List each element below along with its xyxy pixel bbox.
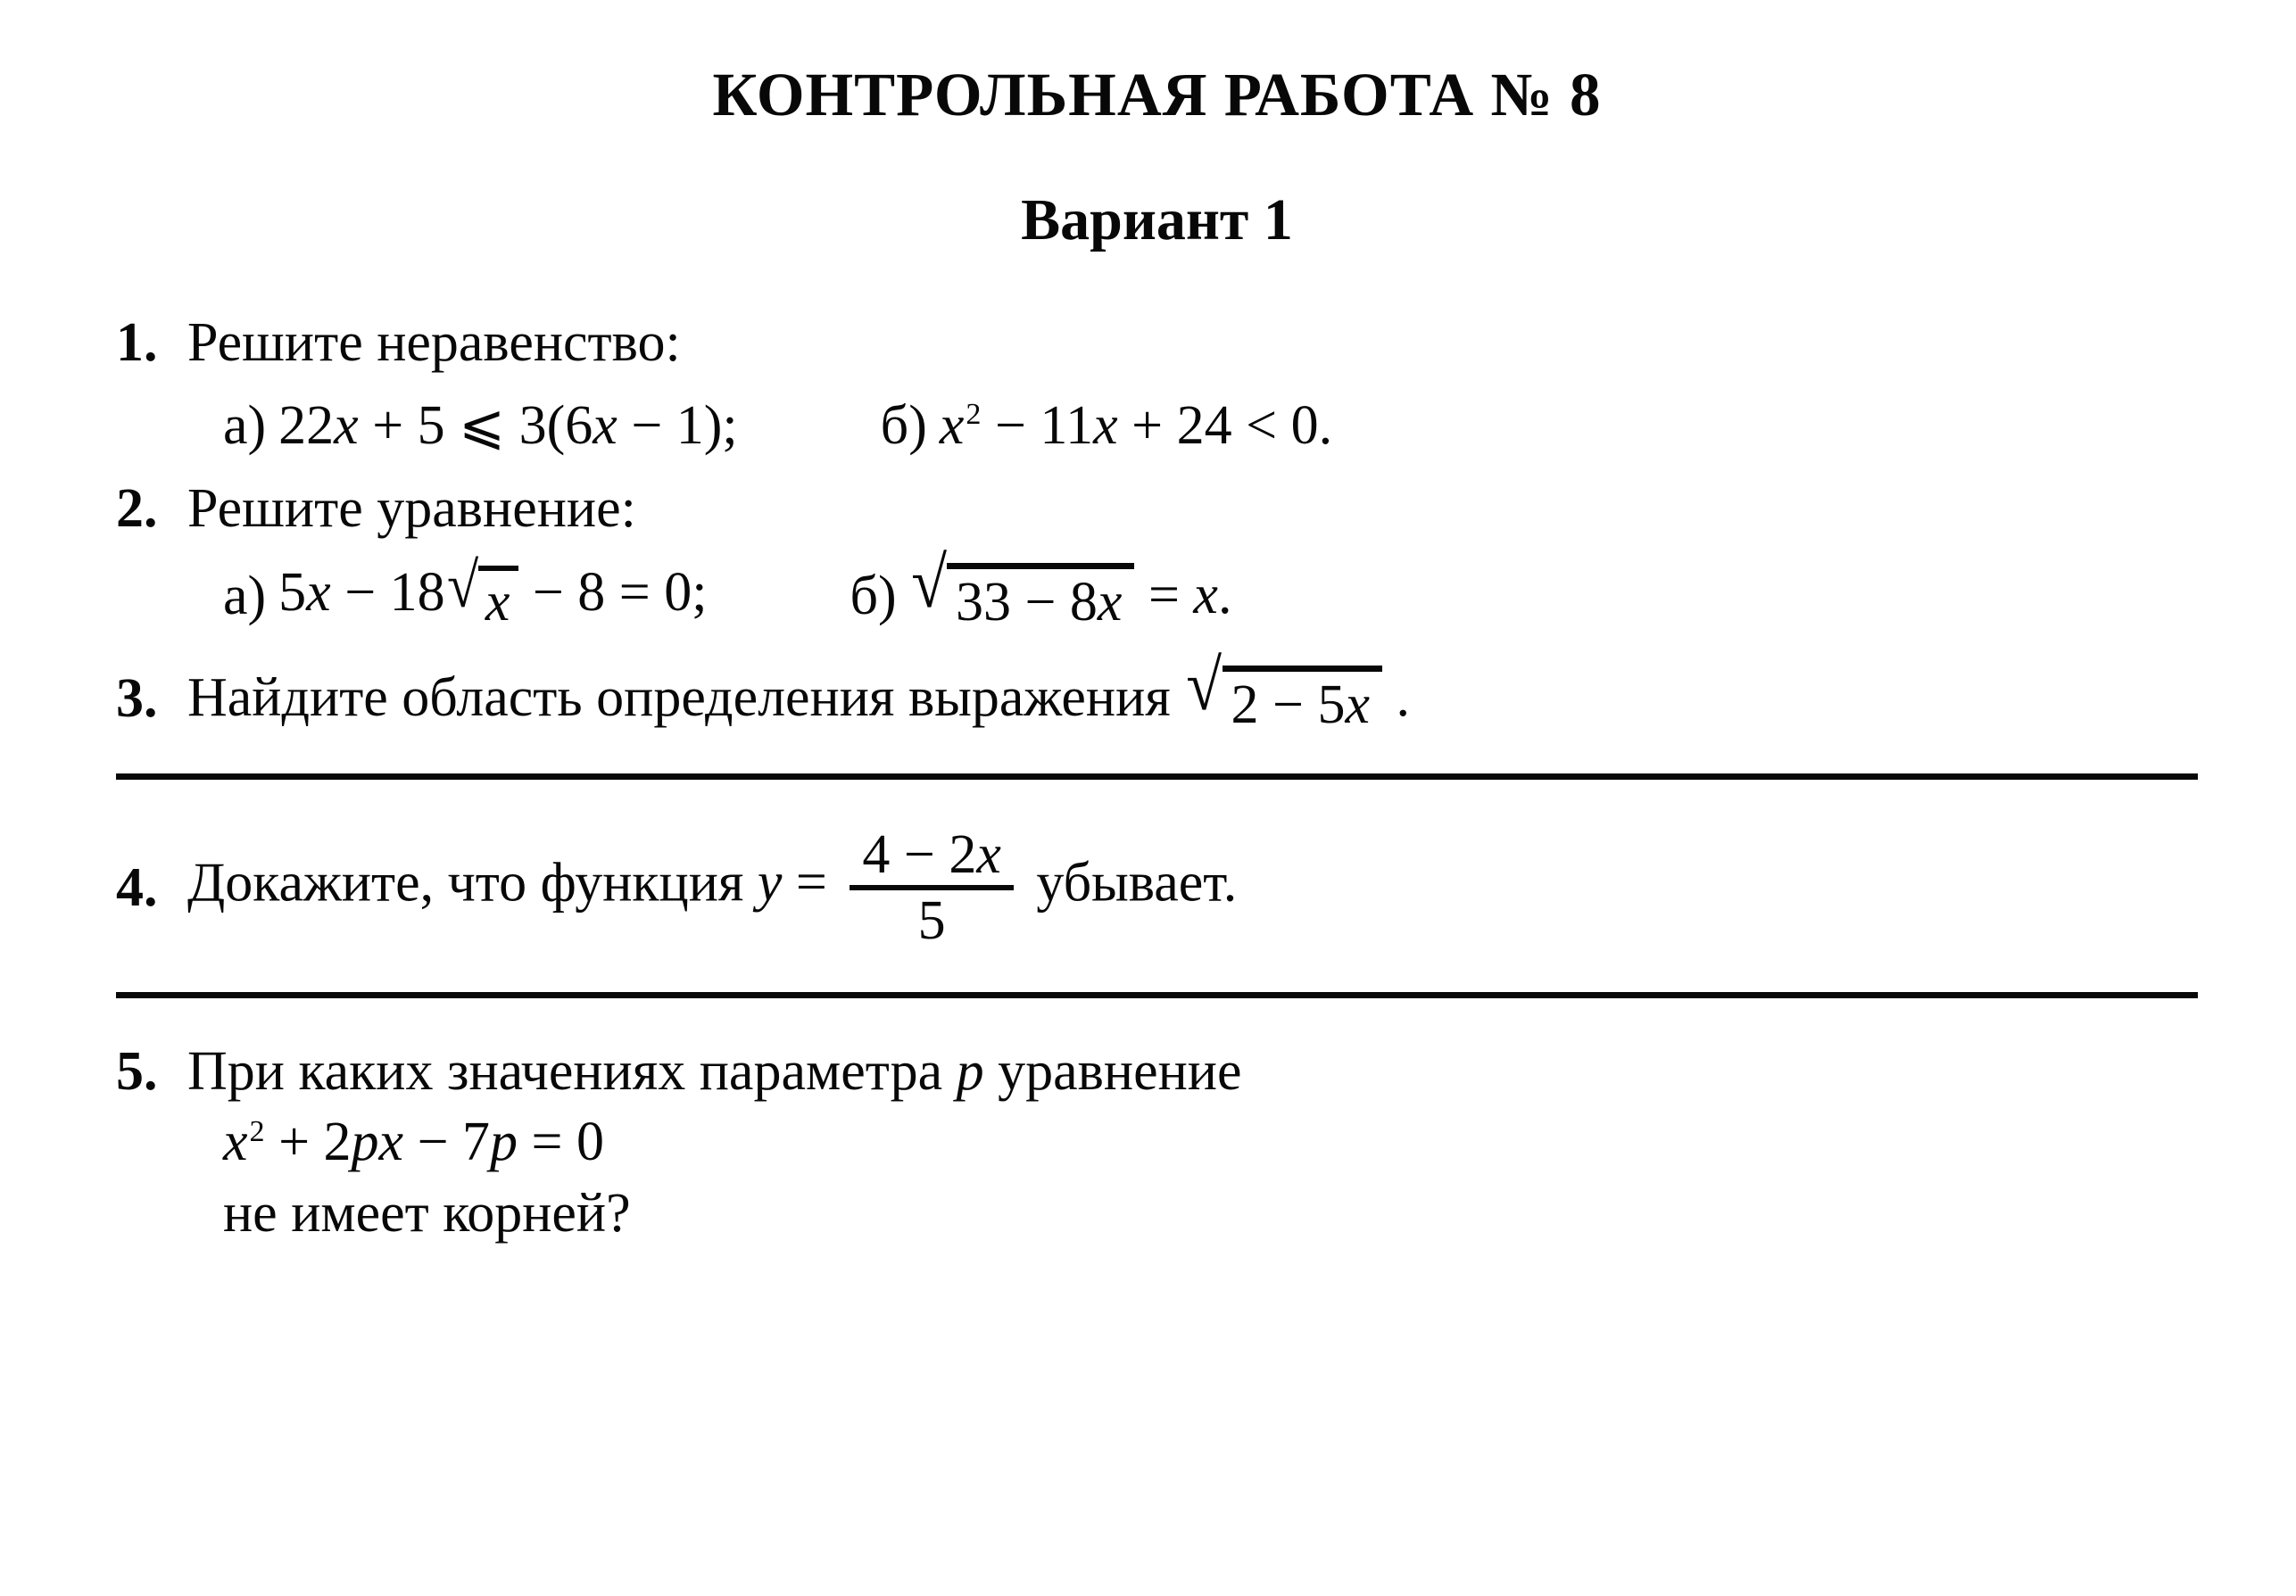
- problem-1b: б) x2 − 11x + 24 < 0.: [881, 397, 1332, 455]
- math-var: x: [1346, 674, 1371, 735]
- subpart-label: б): [881, 397, 927, 455]
- math-var: x: [976, 824, 1001, 885]
- math-token: 4 − 2: [862, 824, 976, 885]
- math-token: 5: [850, 890, 1014, 951]
- stem-text: Докажите, что функция: [187, 852, 758, 913]
- math-token: 5: [418, 395, 460, 456]
- math-token: .: [1397, 667, 1411, 728]
- subpart-label: а): [223, 397, 266, 455]
- math-var: p: [490, 1112, 518, 1172]
- problem-number: 3.: [116, 670, 187, 728]
- math-var: y: [758, 852, 783, 913]
- math-token: − 18: [331, 562, 445, 623]
- math-token: + 2: [265, 1112, 352, 1172]
- problem-2b: б) √33 − 8x = x.: [850, 563, 1232, 630]
- problem-5-tail: не имеет корней?: [223, 1185, 2198, 1243]
- math-token: 33 − 8: [956, 572, 1098, 633]
- math-var: x: [379, 1112, 404, 1172]
- divider: [116, 773, 2198, 780]
- math-token: − 8 = 0;: [518, 562, 707, 623]
- subpart-label: а): [223, 567, 266, 625]
- subpart-label: б): [850, 567, 897, 625]
- math-var: x: [1098, 572, 1123, 633]
- problem-stem: Решите неравенство:: [187, 314, 681, 372]
- math-expr: √33 − 8x = x.: [909, 563, 1232, 630]
- math-var: x: [306, 562, 331, 623]
- page-title: КОНТРОЛЬНАЯ РАБОТА № 8: [116, 62, 2198, 127]
- problem-5: 5. При каких значениях параметра p уравн…: [116, 1043, 2198, 1242]
- stem-text: уравнение: [984, 1041, 1242, 1102]
- math-var: x: [223, 1112, 248, 1172]
- divider: [116, 992, 2198, 998]
- problem-2: 2. Решите уравнение: а) 5x − 18√x − 8 = …: [116, 480, 2198, 630]
- problem-4: 4. Докажите, что функция y = 4 − 2x5 убы…: [116, 824, 2198, 951]
- problem-3: 3. Найдите область определения выражения…: [116, 666, 2198, 732]
- math-token: =: [782, 852, 841, 913]
- math-token: = 0: [518, 1112, 604, 1172]
- page-subtitle: Вариант 1: [116, 189, 2198, 251]
- sqrt-icon: √x: [445, 566, 519, 630]
- problem-1a: а) 22x + 5 ⩽ 3(6x − 1);: [223, 397, 738, 455]
- math-expr: 22x + 5 ⩽ 3(6x − 1);: [278, 397, 737, 455]
- math-expr: x2 + 2px − 7p = 0: [223, 1112, 604, 1172]
- problem-number: 5.: [116, 1043, 187, 1101]
- math-var: p: [957, 1041, 984, 1102]
- problem-2a: а) 5x − 18√x − 8 = 0;: [223, 564, 708, 630]
- math-token: − 1);: [618, 395, 738, 456]
- math-token: + 24 < 0.: [1118, 395, 1332, 456]
- problem-number: 4.: [116, 859, 187, 917]
- math-var: p: [352, 1112, 379, 1172]
- math-var: x: [940, 395, 965, 456]
- le-icon: ⩽: [459, 395, 505, 456]
- stem-text: При каких значениях параметра: [187, 1041, 957, 1102]
- math-token: 2 − 5: [1231, 674, 1346, 735]
- math-expr: x2 − 11x + 24 < 0.: [940, 397, 1332, 455]
- stem-text: Найдите область определения выражения: [187, 667, 1184, 728]
- problem-number: 1.: [116, 314, 187, 372]
- math-var: x: [593, 395, 618, 456]
- math-var: x: [1093, 395, 1118, 456]
- problem-stem: При каких значениях параметра p уравнени…: [187, 1043, 1241, 1101]
- fraction: 4 − 2x5: [850, 824, 1014, 951]
- math-token: 5: [278, 562, 306, 623]
- math-token: =: [1134, 565, 1193, 625]
- math-token: − 11: [981, 395, 1093, 456]
- math-var: x: [485, 572, 510, 633]
- math-token: [505, 395, 519, 456]
- sqrt-icon: √2 − 5x: [1184, 666, 1382, 732]
- math-var: x: [1193, 565, 1218, 625]
- math-token: − 7: [403, 1112, 490, 1172]
- math-token: 22: [278, 395, 334, 456]
- math-expr: √2 − 5x: [1184, 667, 1396, 728]
- sqrt-icon: √33 − 8x: [909, 563, 1135, 630]
- math-expr: 5x − 18√x − 8 = 0;: [278, 564, 707, 630]
- math-token: +: [359, 395, 418, 456]
- problem-1: 1. Решите неравенство: а) 22x + 5 ⩽ 3(6x…: [116, 314, 2198, 455]
- problem-number: 2.: [116, 480, 187, 538]
- problem-5-equation: x2 + 2px − 7p = 0: [223, 1113, 2198, 1171]
- problem-stem: Решите уравнение:: [187, 480, 636, 538]
- problem-stem: Найдите область определения выражения √2…: [187, 666, 1410, 732]
- math-sup: 2: [966, 398, 981, 431]
- stem-text: убывает.: [1036, 852, 1237, 913]
- math-var: x: [334, 395, 359, 456]
- math-expr: y = 4 − 2x5: [758, 852, 1037, 913]
- problem-stem: Докажите, что функция y = 4 − 2x5 убывае…: [187, 824, 1237, 951]
- math-token: 3(6: [519, 395, 593, 456]
- math-sup: 2: [250, 1115, 265, 1148]
- math-token: .: [1218, 565, 1232, 625]
